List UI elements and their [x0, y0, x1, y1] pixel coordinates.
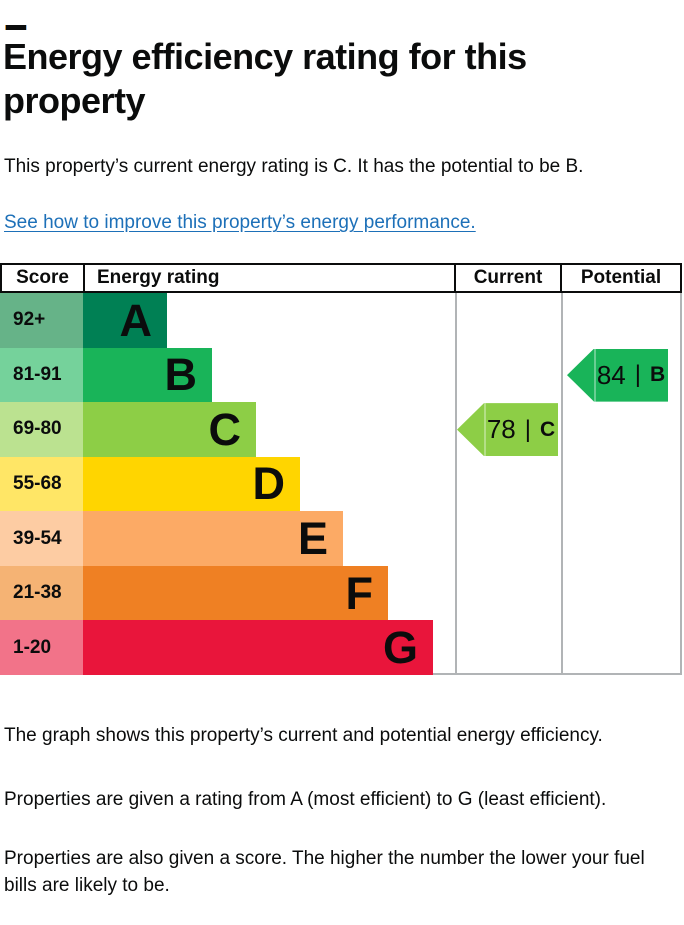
score-cell-e: 39-54	[0, 511, 83, 566]
rating-band-c: C	[83, 402, 256, 457]
epc-row-g: 1-20 G	[0, 620, 680, 675]
column-header-current: Current	[454, 265, 560, 291]
epc-chart-header: Score Energy rating Current Potential	[0, 263, 682, 293]
rating-band-g: G	[83, 620, 433, 675]
note-graph: The graph shows this property’s current …	[4, 725, 603, 746]
note-score: Properties are also given a score. The h…	[4, 848, 645, 896]
column-divider	[561, 293, 563, 673]
band-letter-d: D	[252, 458, 286, 510]
column-header-potential: Potential	[560, 265, 680, 291]
score-cell-f: 21-38	[0, 565, 83, 621]
pipe-separator: |	[634, 361, 641, 389]
score-cell-g: 1-20	[0, 620, 83, 675]
band-letter-e: E	[297, 513, 328, 565]
epc-row-f: 21-38 F	[0, 565, 680, 621]
epc-row-a: 92+ A	[0, 293, 680, 348]
page-title: Energy efficiency rating for this proper…	[3, 36, 527, 121]
potential-rating-arrow-band-letter: B	[649, 363, 666, 387]
band-letter-f: F	[345, 567, 374, 619]
current-rating-arrow-value: 78	[486, 414, 516, 445]
improve-performance-link[interactable]: See how to improve this property’s energ…	[4, 212, 476, 234]
score-cell-d: 55-68	[0, 456, 83, 512]
arrow-fold-line	[594, 348, 596, 402]
rating-band-e: E	[83, 511, 343, 566]
epc-chart-body: 92+ A 81-91 B 69-80 C 55-68 D 39-54 E 21-38 F 1-20 G …	[0, 293, 682, 675]
epc-row-b: 81-91 B	[0, 347, 680, 403]
rating-band-d: D	[83, 456, 300, 512]
intro-text: This property’s current energy rating is…	[4, 155, 584, 177]
band-letter-a: A	[119, 294, 153, 346]
rating-band-f: F	[83, 565, 388, 621]
epc-row-c: 69-80 C	[0, 402, 680, 457]
improve-link-wrap: See how to improve this property’s energ…	[4, 210, 684, 237]
score-cell-a: 92+	[0, 293, 83, 348]
epc-row-d: 55-68 D	[0, 456, 680, 512]
epc-chart: Score Energy rating Current Potential 92…	[0, 263, 682, 675]
column-header-rating: Energy rating	[83, 265, 454, 291]
band-letter-c: C	[208, 403, 242, 455]
band-letter-b: B	[164, 349, 198, 401]
column-divider	[455, 293, 457, 673]
score-cell-b: 81-91	[0, 347, 83, 403]
rating-band-b: B	[83, 347, 212, 403]
pipe-separator: |	[524, 415, 531, 443]
rating-band-a: A	[83, 293, 167, 348]
potential-rating-arrow-value: 84	[596, 359, 626, 390]
band-letter-g: G	[382, 622, 418, 674]
note-rating: Properties are given a rating from A (mo…	[4, 788, 607, 810]
arrow-fold-line	[484, 403, 486, 457]
current-rating-arrow-band-letter: C	[539, 417, 556, 441]
clipped-element	[5, 25, 27, 30]
potential-rating-arrow: 84 | B	[567, 348, 668, 402]
current-rating-arrow: 78 | C	[457, 403, 558, 457]
score-cell-c: 69-80	[0, 402, 83, 457]
epc-row-e: 39-54 E	[0, 511, 680, 566]
column-header-score: Score	[16, 267, 69, 288]
